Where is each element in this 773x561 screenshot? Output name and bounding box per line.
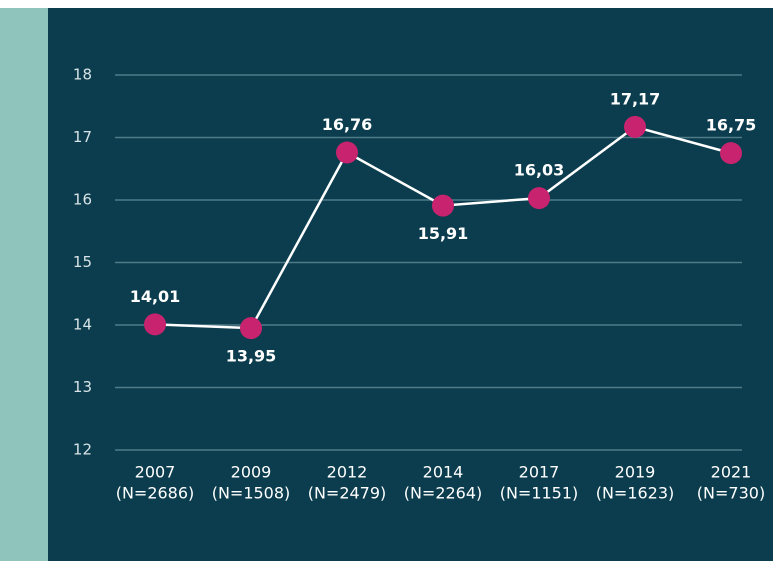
x-tick-label: 2009 bbox=[231, 463, 272, 482]
x-tick-label: 2007 bbox=[135, 463, 176, 482]
marker bbox=[144, 313, 166, 336]
data-label: 16,75 bbox=[706, 116, 757, 135]
x-tick-note: (N=1623) bbox=[596, 484, 675, 503]
data-label: 14,01 bbox=[130, 287, 181, 306]
data-label: 13,95 bbox=[226, 347, 277, 366]
x-tick-label: 2017 bbox=[519, 463, 560, 482]
x-tick-label: 2014 bbox=[423, 463, 464, 482]
x-tick-note: (N=2479) bbox=[308, 484, 387, 503]
data-label: 16,76 bbox=[322, 115, 373, 134]
data-label: 16,03 bbox=[514, 161, 565, 180]
marker bbox=[624, 115, 646, 138]
y-tick-label: 18 bbox=[73, 66, 92, 84]
x-tick-label: 2012 bbox=[327, 463, 368, 482]
y-axis-label: uren per week bbox=[25, 231, 43, 339]
x-tick-note: (N=2264) bbox=[404, 484, 483, 503]
x-tick-label: 2021 bbox=[711, 463, 752, 482]
data-label: 17,17 bbox=[610, 89, 661, 108]
data-label: 15,91 bbox=[418, 224, 469, 243]
x-tick-label: 2019 bbox=[615, 463, 656, 482]
marker bbox=[432, 194, 454, 217]
side-strip bbox=[0, 8, 48, 561]
y-tick-label: 17 bbox=[73, 128, 92, 146]
marker bbox=[720, 142, 742, 165]
marker bbox=[528, 187, 550, 210]
x-tick-note: (N=2686) bbox=[116, 484, 195, 503]
y-tick-label: 13 bbox=[73, 378, 92, 396]
x-tick-note: (N=1151) bbox=[500, 484, 579, 503]
chart-background bbox=[0, 8, 773, 561]
y-tick-label: 16 bbox=[73, 191, 92, 209]
y-tick-label: 14 bbox=[73, 316, 92, 334]
y-tick-label: 15 bbox=[73, 253, 92, 271]
marker bbox=[336, 141, 358, 164]
y-tick-label: 12 bbox=[73, 441, 92, 459]
marker bbox=[240, 317, 262, 340]
x-tick-note: (N=730) bbox=[697, 484, 765, 503]
x-tick-note: (N=1508) bbox=[212, 484, 291, 503]
